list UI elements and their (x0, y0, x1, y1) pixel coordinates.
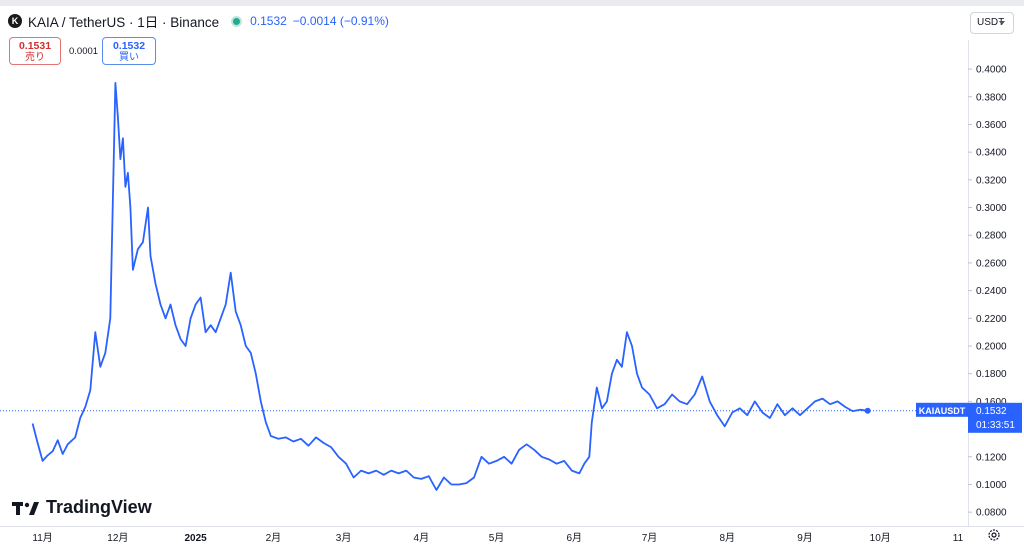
y-tick-label: 0.3200 (976, 175, 1007, 186)
y-tick-label: 0.2600 (976, 258, 1007, 269)
x-tick-label: 8月 (719, 532, 735, 544)
y-tick-label: 0.3400 (976, 148, 1007, 159)
y-tick-label: 0.2200 (976, 314, 1007, 325)
symbol-header: K KAIA / TetherUS · 1日 · Binance 0.1532 … (8, 10, 389, 32)
price-tag-countdown: 01:33:51 (976, 420, 1015, 431)
y-tick-label: 0.3000 (976, 203, 1007, 214)
symbol-tag-bg (916, 402, 968, 417)
y-tick-label: 0.2800 (976, 231, 1007, 242)
kaia-logo-icon[interactable]: K (8, 14, 22, 28)
x-tick-label: 9月 (797, 532, 813, 544)
spread-value: 0.0001 (69, 46, 99, 57)
buy-label: 買い (119, 52, 139, 63)
y-tick-label: 0.1600 (976, 397, 1007, 408)
y-tick-label: 0.2000 (976, 342, 1007, 353)
x-tick-label: 4月 (414, 532, 430, 544)
sell-button[interactable]: 0.1531 売り (9, 37, 61, 65)
x-tick-label: 12月 (107, 532, 128, 544)
y-tick-label: 0.3600 (976, 120, 1007, 131)
tradingview-logo[interactable]: TradingView (12, 497, 152, 518)
buy-button[interactable]: 0.1532 買い (102, 37, 156, 65)
x-tick-label: 3月 (336, 532, 352, 544)
tradingview-wordmark: TradingView (46, 497, 152, 517)
x-tick-label: 5月 (489, 532, 505, 544)
y-tick-label: 0.1200 (976, 452, 1007, 463)
symbol-title[interactable]: KAIA / TetherUS · 1日 · Binance (28, 15, 220, 30)
settings-icon[interactable] (987, 528, 1001, 542)
x-tick-label: 11 (953, 533, 964, 544)
x-tick-label: 2025 (184, 533, 207, 544)
price-tag-value: 0.1532 (976, 406, 1007, 417)
y-tick-label: 0.1000 (976, 480, 1007, 491)
sell-label: 売り (25, 52, 45, 63)
currency-selector[interactable]: USDT (970, 12, 1014, 34)
y-tick-label: 0.4000 (976, 65, 1007, 76)
x-tick-label: 6月 (566, 532, 582, 544)
market-status-icon[interactable] (231, 15, 243, 27)
last-price: 0.1532 (250, 14, 287, 28)
sell-price: 0.1531 (18, 40, 52, 52)
y-tick-label: 0.2400 (976, 286, 1007, 297)
x-tick-label: 7月 (642, 532, 658, 544)
x-tick-label: 2月 (266, 532, 282, 544)
symbol-tag-label: KAIAUSDT (919, 406, 966, 416)
y-tick-label: 0.3800 (976, 92, 1007, 103)
buy-price: 0.1532 (112, 40, 146, 52)
y-tick-label: 0.0800 (976, 508, 1007, 519)
y-tick-label: 0.1800 (976, 369, 1007, 380)
last-point-marker (864, 407, 871, 414)
x-tick-label: 10月 (870, 532, 891, 544)
price-series-line (31, 82, 868, 491)
tradingview-logo-icon (12, 501, 39, 515)
price-tag-bg (968, 402, 1022, 433)
price-change: −0.0014 (−0.91%) (292, 14, 389, 28)
x-tick-label: 11月 (32, 532, 52, 544)
